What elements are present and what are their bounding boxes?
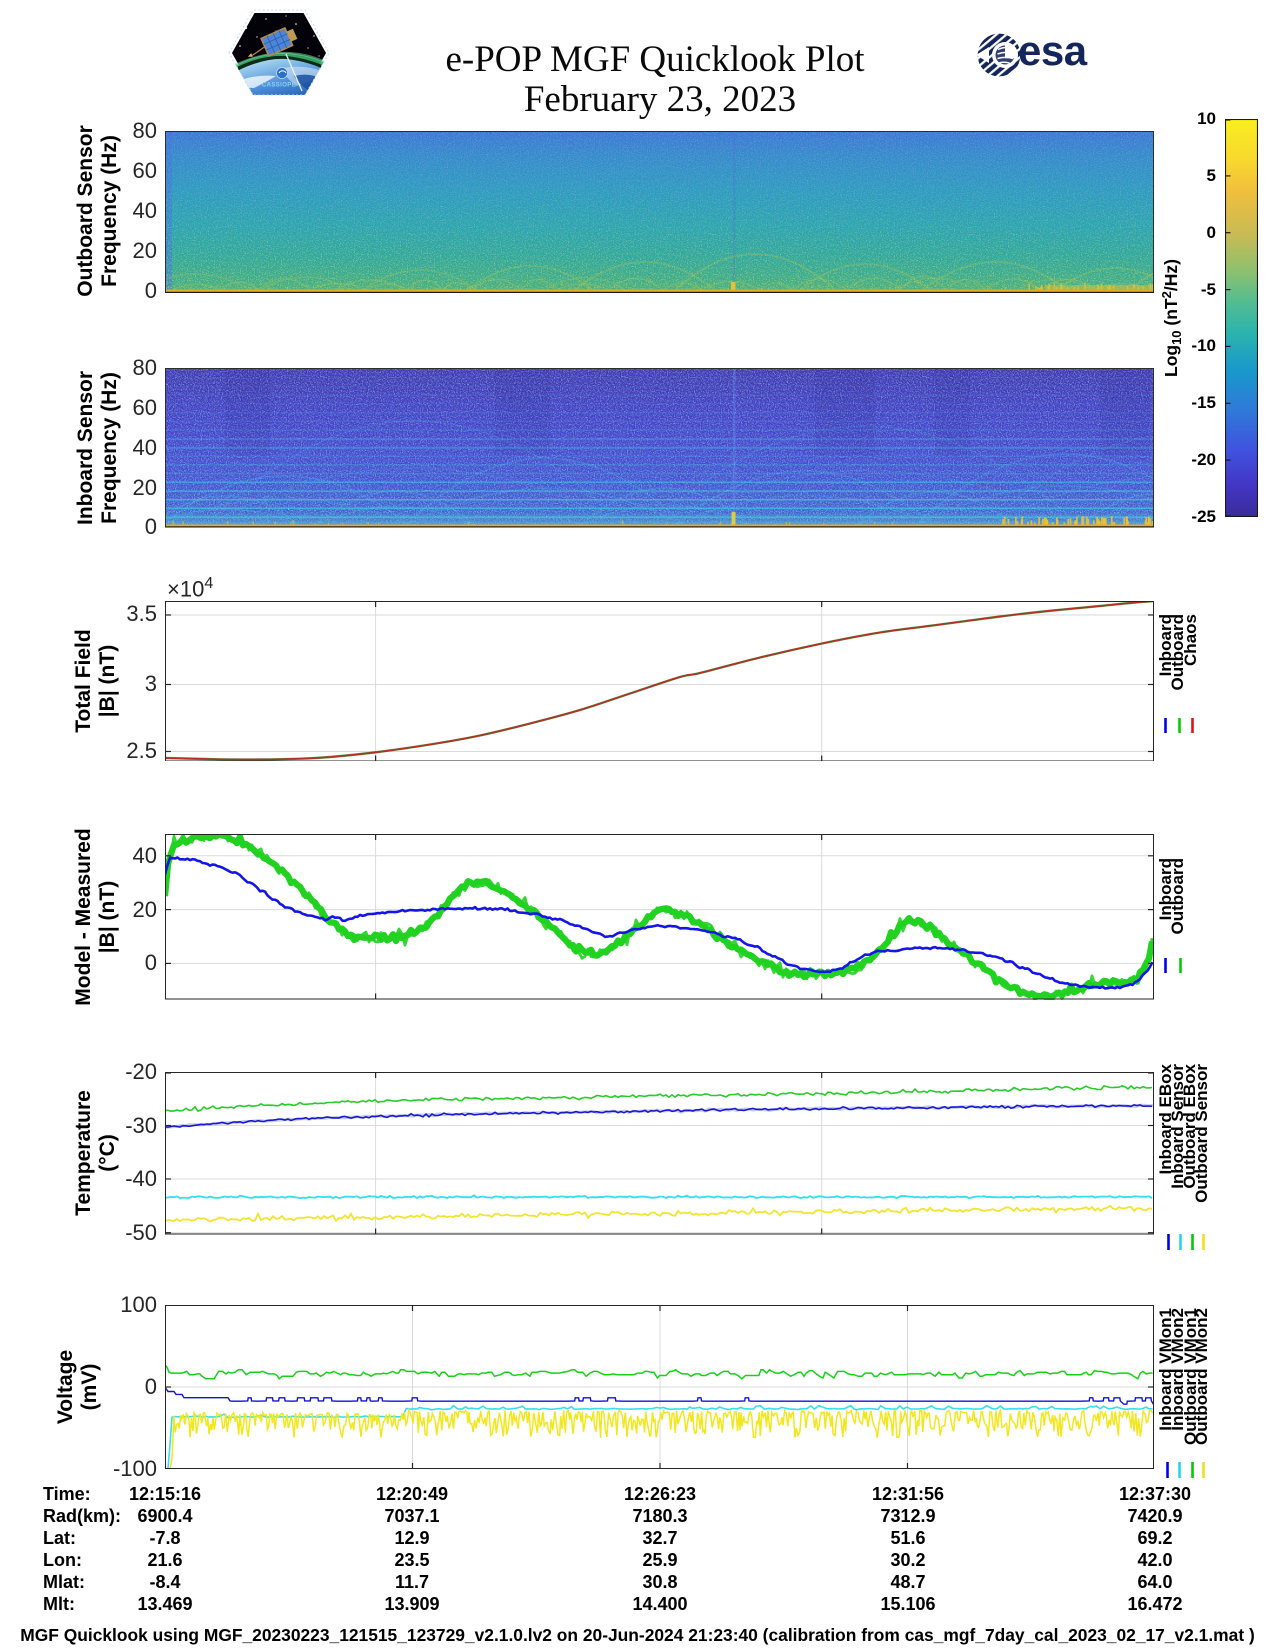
svg-text:Log10 (nT2/Hz): Log10 (nT2/Hz) [1159, 259, 1184, 377]
svg-text:CASSIOPE: CASSIOPE [262, 83, 296, 89]
